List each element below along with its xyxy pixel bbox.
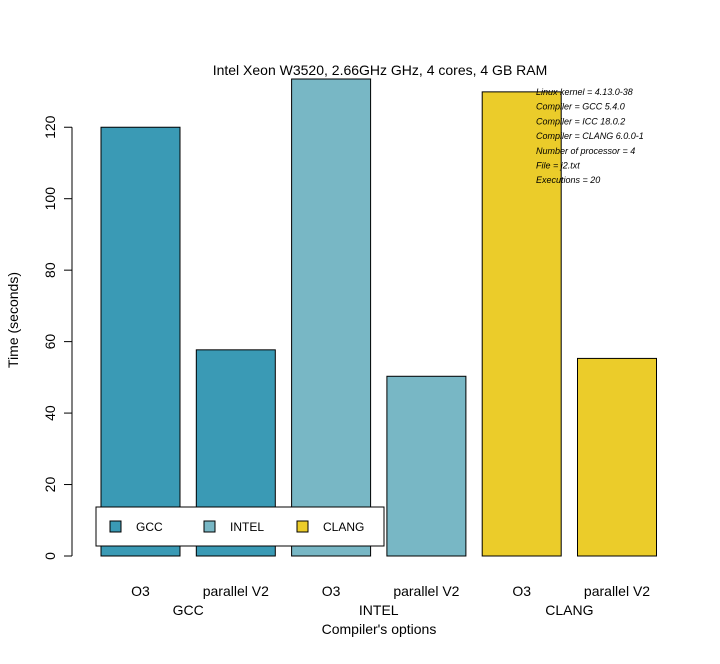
annotation-line: Compiler = CLANG 6.0.0-1 — [536, 131, 644, 141]
annotation-block: Linux kernel = 4.13.0-38 Compiler = GCC 5… — [536, 87, 644, 185]
legend: GCC INTEL CLANG — [95, 506, 385, 547]
legend-swatch — [203, 520, 216, 533]
legend-label: CLANG — [323, 520, 364, 534]
legend-swatch — [296, 520, 309, 533]
x-tick-label: O3 — [131, 583, 150, 599]
y-tick-label: 60 — [42, 334, 58, 350]
bar — [386, 375, 467, 557]
y-tick-label: 80 — [42, 262, 58, 278]
legend-label: INTEL — [230, 520, 264, 534]
bars-layer — [100, 78, 657, 557]
group-label: GCC — [173, 602, 204, 618]
annotation-line: File = j2.txt — [536, 161, 580, 171]
bar — [481, 91, 562, 557]
x-axis-label: Compiler's options — [322, 621, 437, 637]
x-tick-label: parallel V2 — [393, 583, 459, 599]
legend-box — [95, 506, 385, 547]
annotation-line: Linux kernel = 4.13.0-38 — [536, 87, 633, 97]
x-tick-label: O3 — [322, 583, 341, 599]
x-tick-label: parallel V2 — [203, 583, 269, 599]
bar — [291, 78, 372, 557]
y-axis-label: Time (seconds) — [5, 272, 21, 368]
group-label: INTEL — [359, 602, 399, 618]
legend-label: GCC — [136, 520, 163, 534]
group-label: CLANG — [545, 602, 593, 618]
annotation-line: Executions = 20 — [536, 175, 600, 185]
bar — [577, 357, 657, 557]
y-tick-label: 0 — [42, 552, 58, 560]
y-tick-label: 40 — [42, 405, 58, 421]
y-tick-label: 120 — [42, 115, 58, 139]
bar — [100, 126, 181, 557]
legend-swatch — [109, 520, 122, 533]
y-tick-label: 20 — [42, 477, 58, 493]
x-tick-label: O3 — [512, 583, 531, 599]
y-axis: 0 20 40 60 80 100 120 — [42, 115, 73, 560]
annotation-line: Number of processor = 4 — [536, 146, 635, 156]
chart-title: Intel Xeon W3520, 2.66GHz GHz, 4 cores, … — [213, 62, 548, 78]
x-tick-label: parallel V2 — [584, 583, 650, 599]
y-tick-label: 100 — [42, 187, 58, 211]
annotation-line: Compiler = ICC 18.0.2 — [536, 116, 625, 126]
annotation-line: Compiler = GCC 5.4.0 — [536, 102, 625, 112]
x-tick-labels: O3 parallel V2 O3 parallel V2 O3 parallel V2 G… — [131, 583, 650, 618]
